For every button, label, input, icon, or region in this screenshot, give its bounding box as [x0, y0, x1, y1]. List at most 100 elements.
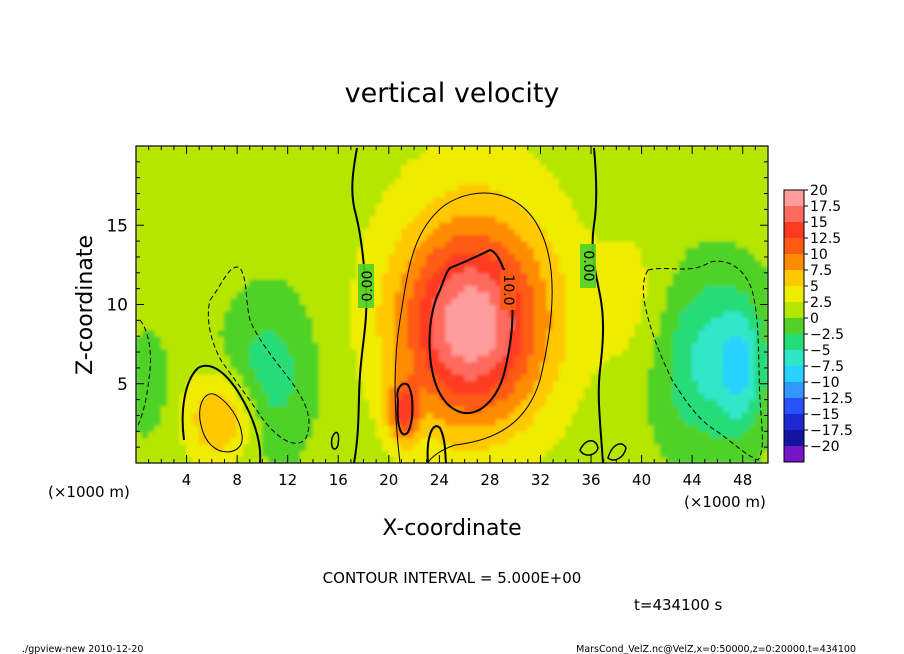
heatmap-cell [148, 437, 156, 445]
heatmap-cell [546, 284, 554, 293]
heatmap-cell [761, 227, 768, 236]
heatmap-cell [344, 380, 352, 388]
heatmap-cell [502, 265, 510, 274]
heatmap-cell [438, 418, 447, 426]
heatmap-cell [388, 265, 396, 274]
heatmap-cell [457, 411, 466, 420]
heatmap-cell [186, 151, 194, 160]
heatmap-cell [236, 259, 244, 267]
heatmap-cell [388, 373, 396, 382]
heatmap-cell [306, 456, 314, 463]
heatmap-cell [186, 399, 194, 407]
heatmap-cell [565, 354, 573, 363]
heatmap-cell [495, 449, 504, 458]
heatmap-cell [198, 221, 207, 229]
heatmap-cell [590, 430, 598, 439]
heatmap-cell [672, 342, 681, 350]
heatmap-cell [312, 164, 320, 172]
heatmap-cell [274, 335, 282, 344]
heatmap-cell [179, 291, 188, 299]
heatmap-cell [451, 284, 459, 293]
heatmap-cell [697, 272, 706, 280]
heatmap-cell [350, 405, 358, 413]
heatmap-cell [495, 189, 504, 198]
heatmap-cell [470, 278, 478, 286]
heatmap-cell [242, 323, 251, 331]
heatmap-cell [242, 221, 251, 229]
heatmap-cell [641, 342, 649, 350]
heatmap-cell [438, 405, 447, 413]
heatmap-cell [558, 215, 567, 223]
heatmap-cell [539, 323, 548, 331]
heatmap-cell [691, 158, 699, 166]
heatmap-cell [445, 221, 453, 229]
heatmap-cell [742, 265, 750, 274]
heatmap-cell [521, 392, 529, 401]
heatmap-cell [331, 310, 339, 318]
heatmap-cell [293, 380, 301, 388]
heatmap-cell [634, 297, 643, 305]
heatmap-cell [464, 240, 472, 248]
heatmap-cell [173, 449, 181, 458]
heatmap-cell [691, 430, 699, 439]
heatmap-cell [596, 265, 605, 274]
heatmap-cell [167, 392, 175, 401]
heatmap-cell [381, 405, 390, 413]
heatmap-cell [312, 202, 320, 210]
heatmap-cell [514, 297, 523, 305]
heatmap-cell [160, 310, 169, 318]
heatmap-cell [173, 386, 181, 394]
heatmap-cell [748, 418, 756, 426]
heatmap-cell [489, 297, 497, 305]
heatmap-cell [457, 208, 466, 217]
heatmap-cell [363, 259, 371, 267]
heatmap-cell [217, 310, 225, 318]
heatmap-cell [192, 284, 200, 293]
heatmap-cell [419, 253, 428, 261]
heatmap-cell [280, 342, 289, 350]
heatmap-cell [261, 430, 270, 439]
heatmap-cell [476, 177, 485, 185]
heatmap-cell [375, 335, 383, 344]
heatmap-cell [167, 183, 175, 191]
heatmap-cell [148, 316, 156, 325]
heatmap-cell [255, 146, 263, 153]
heatmap-cell [413, 342, 421, 350]
heatmap-cell [363, 246, 371, 255]
heatmap-cell [438, 158, 447, 166]
heatmap-cell [742, 196, 750, 204]
heatmap-cell [306, 246, 314, 255]
heatmap-cell [647, 304, 655, 312]
heatmap-cell [186, 146, 194, 153]
heatmap-cell [527, 348, 535, 356]
heatmap-cell [426, 170, 434, 179]
heatmap-cell [691, 227, 699, 236]
heatmap-cell [451, 272, 459, 280]
heatmap-cell [438, 380, 447, 388]
heatmap-cell [261, 380, 270, 388]
heatmap-cell [622, 418, 630, 426]
heatmap-cell [407, 240, 415, 248]
heatmap-cell [754, 177, 763, 185]
heatmap-cell [748, 221, 756, 229]
heatmap-cell [369, 240, 377, 248]
heatmap-cell [186, 354, 194, 363]
heatmap-cell [223, 456, 232, 463]
heatmap-cell [723, 399, 731, 407]
heatmap-cell [603, 259, 611, 267]
heatmap-cell [603, 177, 611, 185]
heatmap-cell [533, 158, 541, 166]
heatmap-cell [697, 196, 706, 204]
heatmap-cell [660, 335, 668, 344]
heatmap-cell [356, 430, 365, 439]
heatmap-cell [603, 234, 611, 242]
heatmap-cell [647, 348, 655, 356]
heatmap-cell [312, 221, 320, 229]
heatmap-cell [546, 443, 554, 451]
heatmap-cell [723, 196, 731, 204]
heatmap-cell [666, 164, 674, 172]
heatmap-cell [628, 367, 636, 375]
heatmap-cell [299, 208, 308, 217]
heatmap-cell [666, 418, 674, 426]
heatmap-cell [293, 449, 301, 458]
